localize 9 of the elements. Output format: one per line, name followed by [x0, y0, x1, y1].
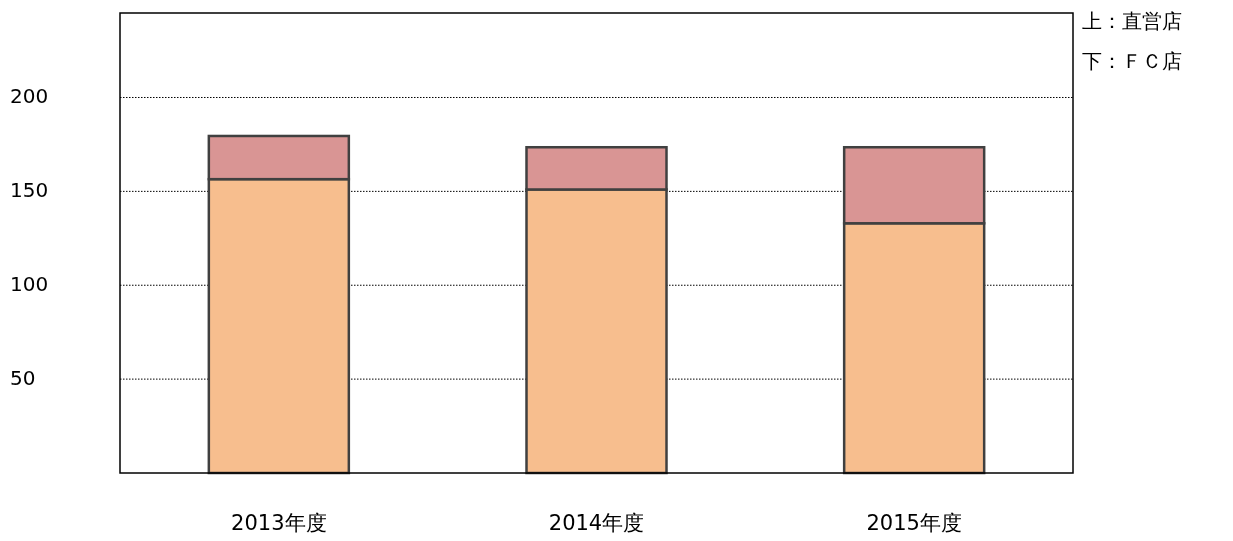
- text: 下：ＦＣ店: [1082, 49, 1182, 73]
- y-tick-label: 50: [10, 365, 36, 390]
- y-tick-label: 100: [10, 271, 49, 296]
- x-tick-label: 2015年度: [866, 511, 962, 535]
- x-tick-label: 2013年度: [231, 511, 327, 535]
- y-tick-label: 150: [10, 177, 49, 202]
- y-tick-label: 200: [10, 83, 49, 108]
- text: 上：直営店: [1082, 9, 1182, 33]
- x-tick-label: 2014年度: [548, 511, 645, 535]
